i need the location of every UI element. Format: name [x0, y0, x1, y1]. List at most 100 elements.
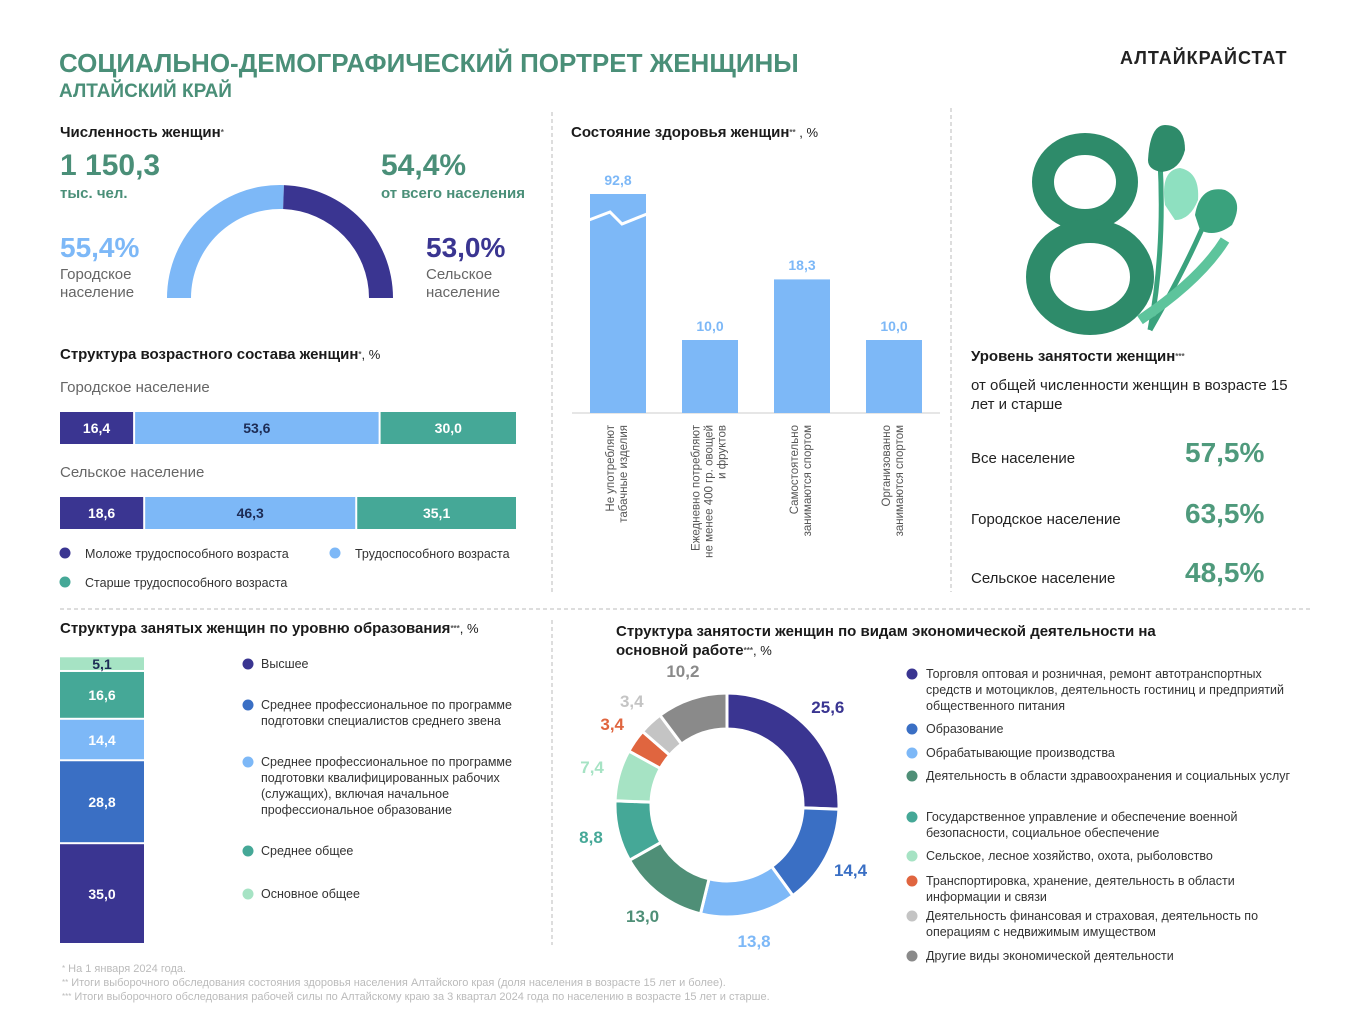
footnote: ** Итоги выборочного обследования состоян… [62, 976, 726, 990]
note-mark: *** [62, 992, 72, 1001]
employment-value: 63,5% [1185, 498, 1265, 529]
tulip [1164, 168, 1199, 220]
gauge-category-label: Сельское население [426, 266, 501, 301]
title-text: Состояние здоровья женщин [571, 124, 790, 141]
value-label: 92,8 [604, 172, 632, 188]
section-title: Численность женщин* [60, 125, 224, 141]
bar-segment [357, 497, 516, 529]
value-label: 8,8 [579, 828, 603, 848]
legend-label: Среднее профессиональное по программе по… [261, 755, 512, 817]
legend-label: Сельское, лесное хозяйство, охота, рыбол… [926, 849, 1213, 863]
legend-marker [59, 576, 71, 588]
section-title: Структура занятых женщин по уровню образ… [60, 621, 479, 637]
note-mark: *** [743, 646, 753, 655]
value-label: 10,2 [666, 662, 700, 682]
note-mark: *** [450, 624, 460, 633]
tulip [1148, 125, 1185, 172]
total-value: 1 150,3 [60, 149, 161, 182]
legend-marker [242, 658, 254, 670]
footnote: * На 1 января 2024 года. [62, 962, 186, 976]
bar-segment [380, 412, 516, 444]
leaf [1137, 237, 1230, 325]
note-mark: * [62, 964, 66, 973]
value-label: 10,0 [880, 318, 908, 334]
bar-segment [145, 497, 356, 529]
value-label: 18,3 [788, 257, 816, 274]
legend-marker [242, 845, 254, 857]
title-text: Структура занятости женщин по видам экон… [616, 623, 1156, 659]
legend-marker [906, 910, 918, 922]
value-label: 46,3 [236, 505, 264, 521]
legend-marker [906, 770, 918, 782]
footnote-text: Итоги выборочного обследования состояния… [71, 977, 726, 989]
section-subtitle: от общей численности женщин в возрасте 1… [971, 377, 1288, 413]
legend-label: Торговля оптовая и розничная, ремонт авт… [926, 667, 1285, 713]
value-label: 30,0 [434, 420, 462, 436]
legend-marker [242, 699, 254, 711]
page-subtitle: АЛТАЙСКИЙ КРАЙ [59, 81, 232, 102]
unit: , % [459, 621, 479, 636]
share-value: 54,4% [381, 149, 467, 182]
value-label: 35,1 [422, 505, 451, 521]
illustration-8 [1026, 125, 1238, 335]
section-title: Уровень занятости женщин*** [971, 349, 1185, 365]
legend-label: Среднее профессиональное по программе по… [261, 698, 512, 728]
bar-segment [135, 412, 379, 444]
legend-marker [906, 747, 918, 759]
bar-segment [60, 844, 144, 943]
legend-marker [906, 723, 918, 735]
note-mark: * [358, 350, 362, 359]
dividers [60, 108, 1310, 945]
page-title: СОЦИАЛЬНО-ДЕМОГРАФИЧЕСКИЙ ПОРТРЕТ ЖЕНЩИН… [59, 48, 799, 78]
legend-label: Высшее [261, 657, 309, 671]
legend-label: Трудоспособного возраста [355, 547, 510, 561]
gauge-category-label: Городское население [60, 266, 135, 301]
gauge-segment [167, 185, 284, 298]
bar [590, 194, 646, 413]
eight-bottom [1026, 219, 1154, 335]
unit: , % [361, 347, 381, 362]
category-label: Организованно занимаются спортом [881, 425, 906, 537]
employment-label: Городское население [971, 511, 1121, 528]
value-label: 3,4 [600, 714, 625, 734]
title-text: Уровень занятости женщин [971, 348, 1176, 365]
share-label: от всего населения [381, 185, 526, 202]
legend-label: Транспортировка, хранение, деятельность … [926, 874, 1235, 904]
gauge-value-label: 55,4% [60, 232, 140, 263]
footnote-text: На 1 января 2024 года. [68, 963, 187, 975]
value-label: 10,0 [696, 318, 724, 334]
value-label: 35,0 [88, 885, 116, 902]
legend-marker [906, 850, 918, 862]
legend-marker [906, 875, 918, 887]
value-label: 13,0 [626, 906, 660, 926]
gauge-value-label: 53,0% [426, 232, 506, 263]
legend-marker [329, 547, 341, 559]
legend-label: Деятельность финансовая и страховая, дея… [926, 909, 1259, 939]
unit: , % [795, 125, 819, 140]
category-label: Сельское население [60, 464, 205, 481]
value-label: 13,8 [737, 932, 771, 952]
employment-label: Сельское население [971, 570, 1116, 587]
value-label: 53,6 [243, 420, 271, 436]
legend-label: Основное общее [261, 887, 360, 901]
legend-marker [906, 811, 918, 823]
note-mark: ** [62, 978, 69, 987]
title-text: Численность женщин [60, 124, 221, 141]
legend-label: Государственное управление и обеспечение… [926, 810, 1238, 840]
bar-segment [60, 761, 144, 843]
legend-label: Обрабатывающие производства [926, 746, 1115, 760]
total-unit: тыс. чел. [60, 185, 128, 202]
value-label: 7,4 [580, 757, 604, 777]
bar-segment [60, 657, 144, 670]
note-mark: ** [789, 128, 796, 137]
section-title: Состояние здоровья женщин** , % [571, 125, 818, 141]
title-text: Структура возрастного состава женщин [60, 346, 359, 363]
legend-marker [906, 668, 918, 680]
legend-label: Деятельность в области здравоохранения и… [926, 769, 1291, 783]
value-label: 28,8 [88, 793, 116, 810]
category-label: Городское население [60, 379, 210, 396]
bar [682, 340, 738, 413]
value-label: 3,4 [619, 692, 644, 712]
